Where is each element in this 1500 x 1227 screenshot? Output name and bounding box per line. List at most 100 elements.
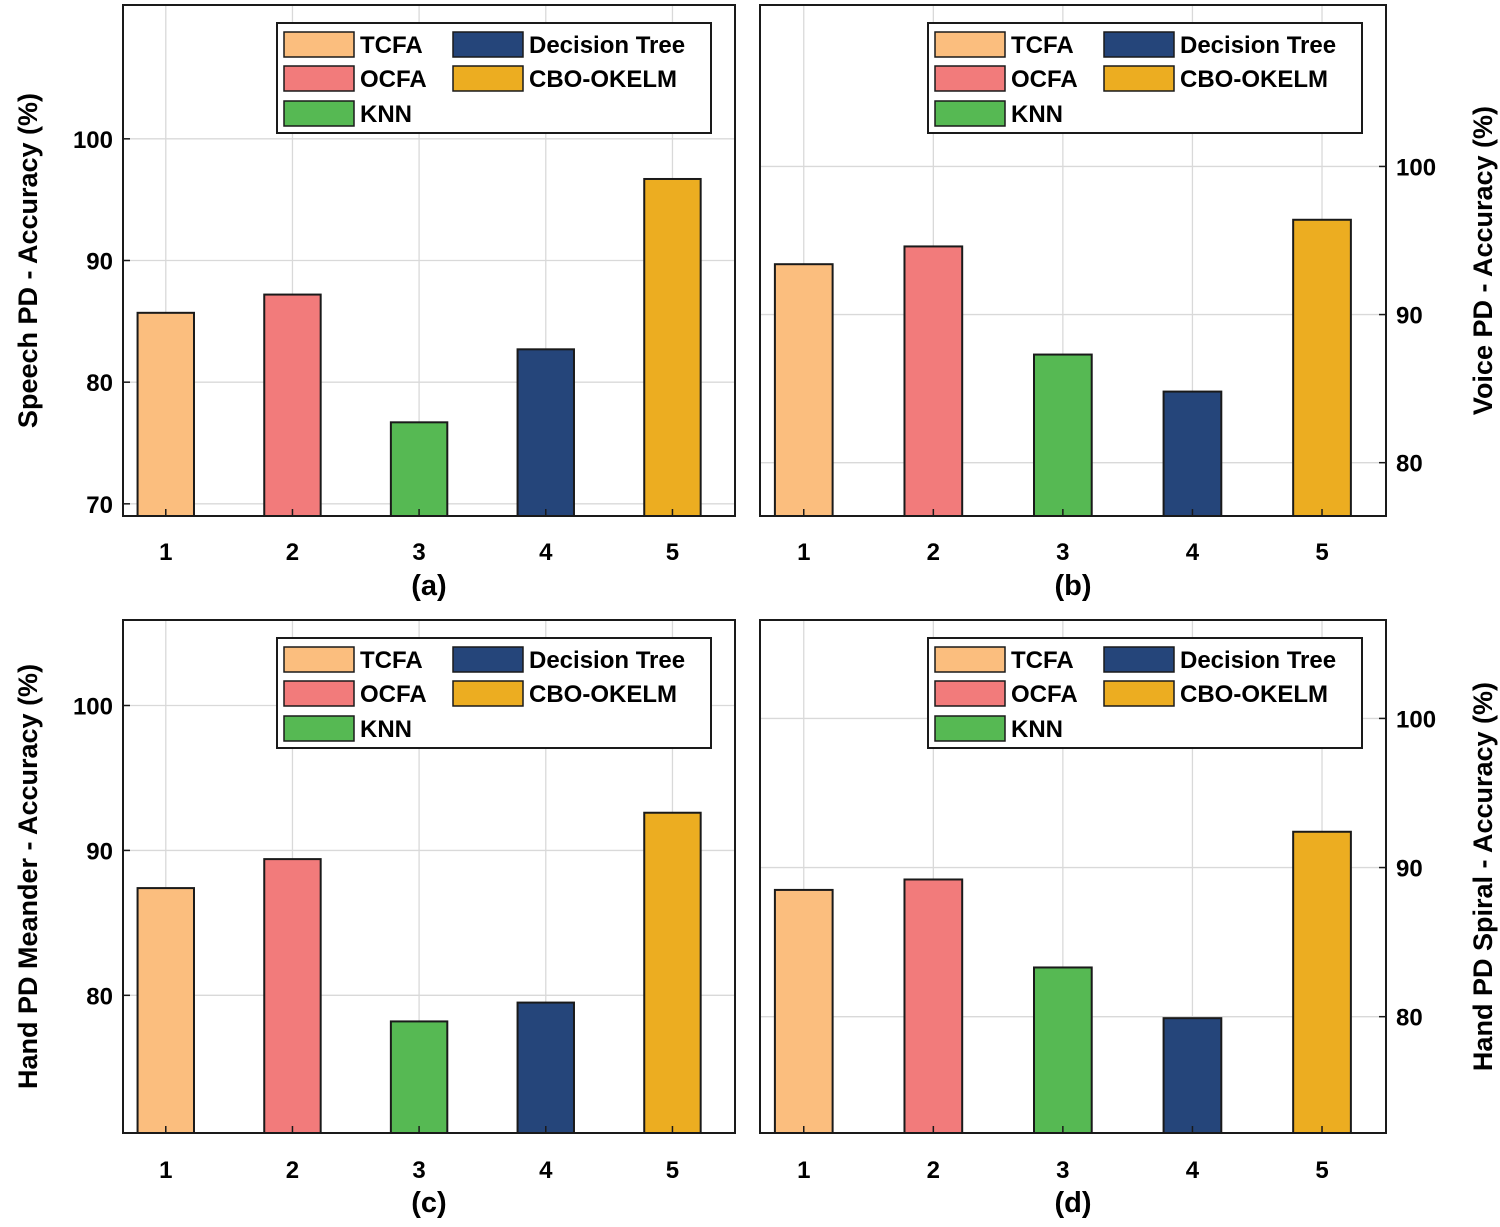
bar-tcfa — [773, 888, 834, 1134]
bar-decision-tree — [1162, 390, 1223, 517]
x-tick-label: 1 — [797, 1157, 810, 1184]
y-tick-label: 70 — [86, 492, 113, 519]
y-axis-label: Hand PD Meander - Accuracy (%) — [13, 664, 43, 1089]
x-tick-label: 3 — [412, 1157, 425, 1184]
legend-swatch-tcfa — [283, 31, 355, 58]
bar-cbo-okelm — [1292, 830, 1352, 1135]
x-tick-label: 5 — [666, 539, 679, 566]
legend-label-knn: KNN — [360, 716, 412, 743]
legend-label-ocfa: OCFA — [1011, 681, 1078, 708]
x-tick-label: 5 — [1315, 539, 1328, 566]
legend-label-knn: KNN — [1011, 101, 1063, 128]
panel-label: (d) — [1054, 1187, 1091, 1219]
legend-label-ocfa: OCFA — [360, 66, 427, 93]
bar-decision-tree — [1162, 1017, 1223, 1134]
legend-swatch-knn — [283, 715, 355, 742]
y-axis-label: Hand PD Spiral - Accuracy (%) — [1468, 682, 1498, 1071]
bar-ocfa — [263, 293, 322, 518]
x-tick-label: 1 — [797, 539, 810, 566]
legend-label-cbo-okelm: CBO-OKELM — [529, 66, 677, 93]
legend-swatch-cbo-okelm — [452, 65, 524, 92]
legend-label-ocfa: OCFA — [360, 681, 427, 708]
legend-label-decision-tree: Decision Tree — [529, 32, 685, 59]
legend-label-knn: KNN — [360, 101, 412, 128]
x-tick-label: 3 — [1056, 539, 1069, 566]
x-tick-label: 2 — [286, 539, 299, 566]
y-tick-label: 80 — [86, 983, 113, 1010]
legend: TCFA OCFA KNN Decision Tree CBO-OKELM — [276, 637, 712, 749]
x-tick-label: 4 — [539, 539, 553, 566]
legend-label-tcfa: TCFA — [360, 647, 423, 674]
legend-swatch-decision-tree — [452, 31, 524, 58]
y-tick-label: 100 — [1396, 706, 1436, 733]
panel-c: 1 2 3 4 5 80 90 100 Hand PD Meander - Accuracy (… — [13, 619, 736, 1219]
y-tick-label: 90 — [86, 249, 113, 276]
x-tick-label: 4 — [1186, 539, 1200, 566]
x-tick-label: 2 — [286, 1157, 299, 1184]
bar-cbo-okelm — [643, 811, 702, 1135]
bar-decision-tree — [516, 1001, 575, 1135]
legend-swatch-ocfa — [934, 65, 1006, 92]
legend-label-decision-tree: Decision Tree — [529, 647, 685, 674]
legend-swatch-knn — [934, 715, 1006, 742]
legend-swatch-decision-tree — [1103, 646, 1175, 673]
legend-swatch-tcfa — [283, 646, 355, 673]
x-tick-label: 4 — [539, 1157, 553, 1184]
bar-ocfa — [263, 858, 322, 1134]
bar-tcfa — [136, 311, 195, 518]
x-tick-label: 2 — [927, 1157, 940, 1184]
bar-decision-tree — [516, 348, 575, 518]
y-axis-label: Speech PD - Accuracy (%) — [13, 93, 43, 428]
plot-frame — [122, 619, 736, 1134]
x-tick-label: 5 — [666, 1157, 679, 1184]
bar-tcfa — [136, 887, 195, 1134]
bar-knn — [1033, 966, 1093, 1134]
panel-d: 1 2 3 4 5 80 90 100 Hand PD Spiral - Accuracy (%… — [759, 619, 1498, 1219]
legend-label-ocfa: OCFA — [1011, 66, 1078, 93]
legend-label-cbo-okelm: CBO-OKELM — [1180, 66, 1328, 93]
panel-label: (c) — [411, 1187, 446, 1219]
legend-swatch-decision-tree — [452, 646, 524, 673]
x-tick-label: 1 — [159, 539, 172, 566]
x-tick-label: 5 — [1315, 1157, 1328, 1184]
y-tick-label: 90 — [1396, 303, 1423, 330]
legend-swatch-ocfa — [283, 680, 355, 707]
legend-swatch-tcfa — [934, 646, 1006, 673]
legend-label-tcfa: TCFA — [360, 32, 423, 59]
legend: TCFA OCFA KNN Decision Tree CBO-OKELM — [927, 22, 1363, 134]
panel-label: (a) — [411, 570, 446, 602]
plot-frame — [759, 619, 1387, 1134]
panel-label: (b) — [1054, 570, 1091, 602]
x-tick-label: 3 — [1056, 1157, 1069, 1184]
legend-label-knn: KNN — [1011, 716, 1063, 743]
legend-swatch-ocfa — [283, 65, 355, 92]
plot-frame — [759, 4, 1387, 517]
legend-swatch-decision-tree — [1103, 31, 1175, 58]
legend-label-decision-tree: Decision Tree — [1180, 32, 1336, 59]
y-axis-label: Voice PD - Accuracy (%) — [1468, 106, 1498, 415]
bar-ocfa — [903, 245, 964, 517]
x-tick-label: 4 — [1186, 1157, 1200, 1184]
legend-label-tcfa: TCFA — [1011, 647, 1074, 674]
legend-label-cbo-okelm: CBO-OKELM — [1180, 681, 1328, 708]
bar-ocfa — [903, 878, 964, 1134]
y-tick-label: 100 — [73, 127, 113, 154]
bar-knn — [389, 421, 449, 518]
panel-b: 1 2 3 4 5 80 90 100 Voice PD - Accuracy (%) (b) TC… — [759, 4, 1498, 602]
legend-swatch-knn — [283, 100, 355, 127]
legend-swatch-cbo-okelm — [1103, 680, 1175, 707]
x-tick-label: 3 — [412, 539, 425, 566]
legend-swatch-ocfa — [934, 680, 1006, 707]
y-tick-label: 90 — [1396, 856, 1423, 883]
bar-knn — [389, 1020, 449, 1135]
bar-cbo-okelm — [643, 177, 702, 517]
legend-swatch-cbo-okelm — [1103, 65, 1175, 92]
y-tick-label: 80 — [1396, 1005, 1423, 1032]
legend-label-tcfa: TCFA — [1011, 32, 1074, 59]
legend-swatch-cbo-okelm — [452, 680, 524, 707]
legend: TCFA OCFA KNN Decision Tree CBO-OKELM — [276, 22, 712, 134]
bar-tcfa — [773, 263, 834, 518]
legend-label-cbo-okelm: CBO-OKELM — [529, 681, 677, 708]
legend-swatch-tcfa — [934, 31, 1006, 58]
